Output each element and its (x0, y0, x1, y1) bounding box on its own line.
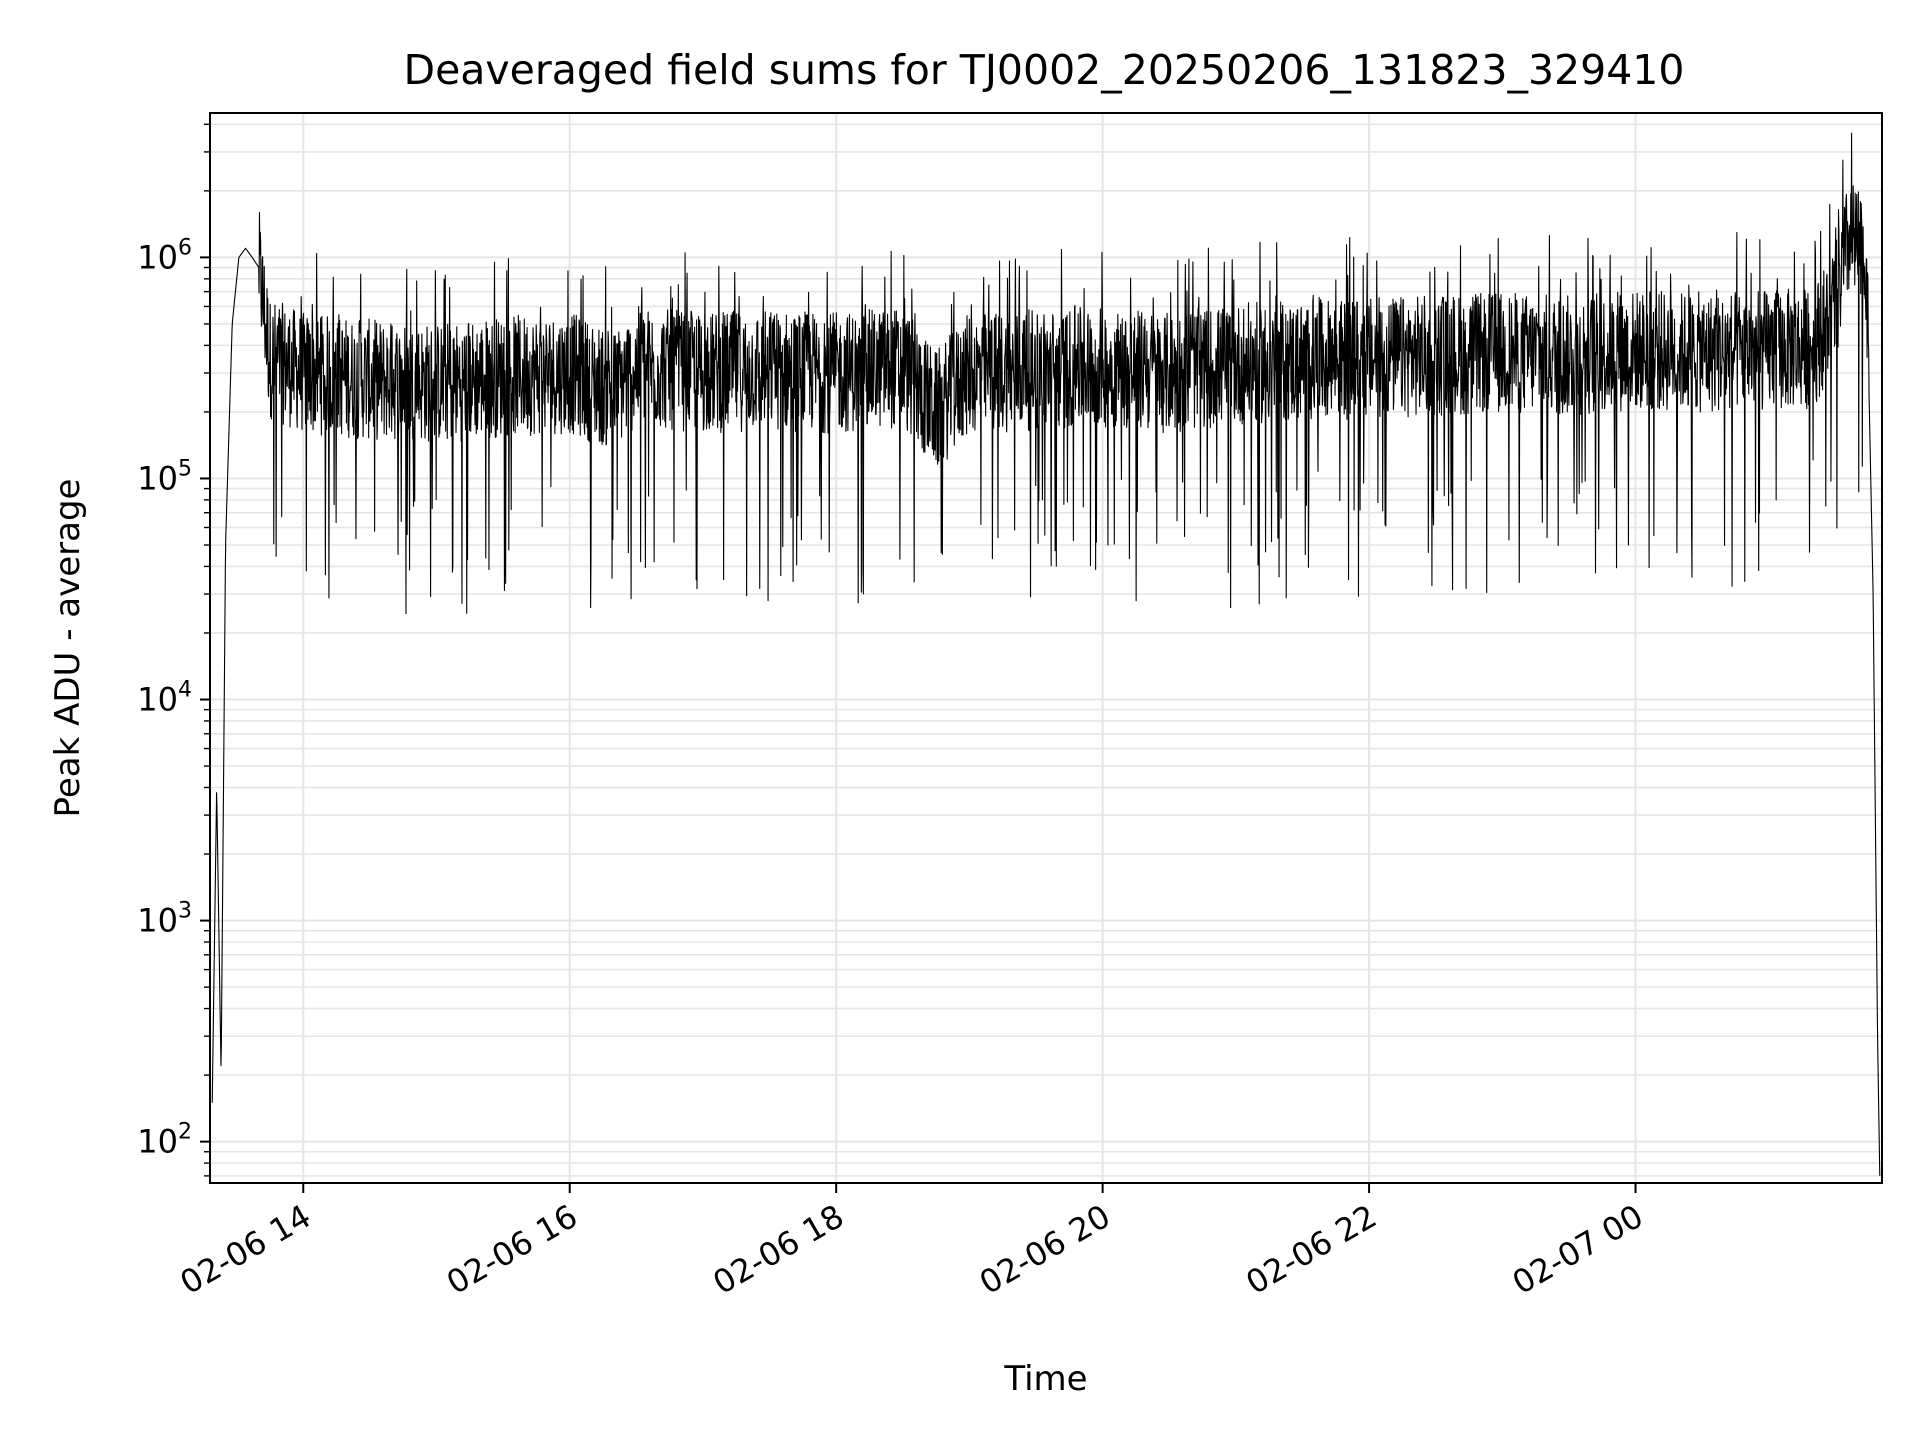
y-tick-label: 104 (137, 678, 192, 719)
y-tick-label: 105 (137, 456, 192, 497)
chart-title: Deaveraged field sums for TJ0002_2025020… (404, 46, 1685, 94)
series-layer (211, 132, 1881, 1176)
series-line (211, 132, 1881, 1176)
y-axis-label: Peak ADU - average (48, 479, 88, 818)
y-axis-ticks: 102 103 104 105 106 (137, 123, 210, 1177)
y-tick-label: 102 (137, 1120, 192, 1161)
y-tick-label: 106 (137, 235, 192, 276)
x-axis-label: Time (1003, 1359, 1087, 1399)
plot-frame (209, 112, 1883, 1184)
y-tick-label: 103 (137, 899, 192, 940)
